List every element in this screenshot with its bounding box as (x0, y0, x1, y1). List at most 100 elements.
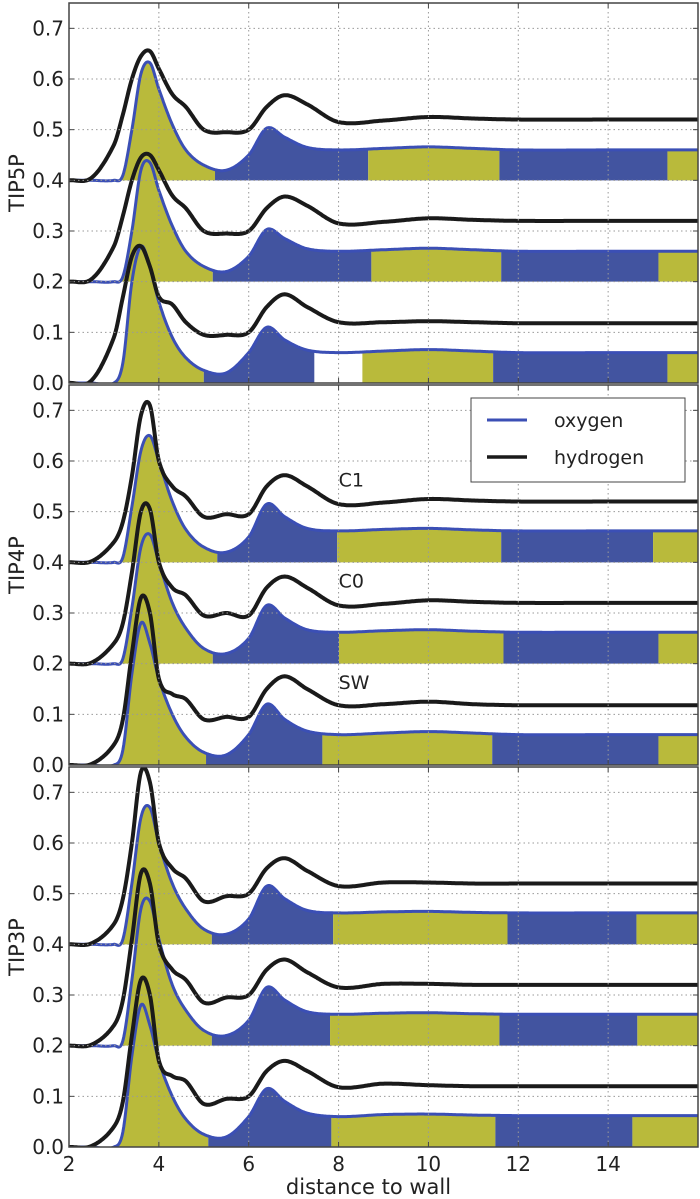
y-tick-label: 0.0 (32, 371, 64, 395)
x-tick-label: 10 (416, 1152, 441, 1176)
x-axis-label: distance to wall (286, 1175, 451, 1199)
oxygen-series-line (69, 804, 698, 947)
y-tick-label: 0.2 (32, 1034, 64, 1058)
fill-segment-yellow (636, 912, 698, 945)
x-tick-label: 4 (152, 1152, 165, 1176)
y-tick-label: 0.6 (32, 449, 64, 473)
axes-frame (68, 384, 699, 766)
y-tick-label: 0.5 (32, 500, 64, 524)
fill-segment-yellow (113, 1004, 209, 1147)
fill-segment-yellow (658, 734, 698, 765)
y-tick-label: 0.5 (32, 118, 64, 142)
plot-area (69, 48, 698, 383)
x-tick-label: 12 (506, 1152, 531, 1176)
y-tick-label: 0.1 (32, 702, 64, 726)
legend-label-hydrogen: hydrogen (554, 447, 644, 469)
y-tick-label: 0.4 (32, 550, 64, 574)
fill-segment-blue (492, 733, 659, 765)
fill-segment-blue (212, 228, 372, 282)
fill-segment-yellow (113, 435, 218, 564)
hydrogen-series-line (69, 867, 698, 1049)
legend: oxygen hydrogen (470, 397, 686, 483)
hydrogen-series-line (69, 593, 698, 765)
x-tick-label: 2 (63, 1152, 76, 1176)
fill-segment-yellow (632, 1115, 698, 1147)
y-tick-label: 0.4 (32, 932, 64, 956)
fill-segment-yellow (333, 911, 508, 945)
fill-segment-blue (507, 912, 637, 945)
oxygen-series-line (69, 60, 698, 183)
hydrogen-series-line (69, 501, 698, 667)
hydrogen-series-line (69, 975, 698, 1147)
y-tick-label: 0.3 (32, 983, 64, 1007)
fill-segment-blue (499, 149, 668, 181)
hydrogen-series-line (69, 48, 698, 183)
fill-segment-blue (501, 250, 659, 282)
hydrogen-series-line (69, 151, 698, 285)
y-tick-label: 0.0 (32, 1135, 64, 1159)
y-tick-label: 0.3 (32, 601, 64, 625)
fill-segment-yellow (330, 1012, 500, 1046)
fill-segment-blue (493, 351, 668, 383)
hydrogen-series-line (69, 243, 698, 383)
fill-segment-yellow (667, 149, 698, 181)
hydrogen-series-line (69, 767, 698, 947)
y-tick-label: 0.3 (32, 219, 64, 243)
y-tick-label: 0.1 (32, 1084, 64, 1108)
fill-segment-blue (499, 1014, 638, 1046)
y-tick-label: 0.0 (32, 753, 64, 777)
axes-frame (68, 766, 699, 1148)
x-tick-label: 14 (595, 1152, 620, 1176)
x-tick-label: 8 (332, 1152, 345, 1176)
oxygen-series-line (69, 532, 698, 666)
fill-segment-blue (217, 503, 338, 563)
fill-segment-yellow (667, 352, 698, 383)
oxygen-series-line (69, 433, 698, 565)
fill-segment-blue (203, 327, 315, 383)
oxygen-series-line (69, 620, 698, 765)
panel-tip3p: 0.0 0.1 0.2 0.3 0.4 0.5 0.6 0.7 TIP3P 2 4 6 8 10 12 14 d… (5, 766, 699, 1199)
fill-segment-blue (503, 632, 659, 664)
fill-segment-yellow (331, 1114, 496, 1147)
y-axis-label: TIP4P (5, 536, 29, 595)
y-tick-label: 0.7 (32, 780, 64, 804)
legend-label-oxygen: oxygen (554, 410, 623, 432)
legend-box (470, 397, 686, 483)
oxygen-series-line (69, 159, 698, 284)
fill-segment-yellow (339, 629, 504, 664)
fill-segment-blue (211, 885, 334, 945)
fill-segment-blue (208, 1088, 332, 1147)
y-tick-label: 0.1 (32, 320, 64, 344)
panel-tip4p: 0.0 0.1 0.2 0.3 0.4 0.5 0.6 0.7 TIP4P C1 C0 SW oxyge… (5, 384, 699, 777)
fill-segment-blue (212, 604, 340, 664)
y-tick-label: 0.5 (32, 882, 64, 906)
y-tick-label: 0.2 (32, 652, 64, 676)
fill-segment-yellow (113, 61, 216, 181)
axes-frame (68, 2, 699, 384)
y-tick-label: 0.6 (32, 67, 64, 91)
y-tick-label: 0.7 (32, 398, 64, 422)
hydrogen-series-line (69, 399, 698, 565)
panel-tip5p: 0.0 0.1 0.2 0.3 0.4 0.5 0.6 0.7 TIP5P (5, 2, 699, 395)
y-tick-label: 0.2 (32, 270, 64, 294)
fill-segment-yellow (658, 251, 698, 282)
fill-segment-blue (211, 986, 331, 1046)
fill-segment-blue (495, 1115, 633, 1147)
x-tick-label: 6 (242, 1152, 255, 1176)
plot-area (69, 767, 698, 1147)
oxygen-series-line (69, 896, 698, 1049)
y-tick-label: 0.7 (32, 16, 64, 40)
fill-segment-yellow (653, 530, 698, 563)
fill-segment-blue (501, 530, 654, 563)
plot-area (69, 399, 698, 765)
fill-segment-yellow (658, 632, 698, 664)
fill-segment-yellow (362, 349, 494, 383)
trace-annotation: C0 (339, 571, 364, 593)
y-tick-label: 0.4 (32, 168, 64, 192)
y-axis-label: TIP3P (5, 918, 29, 977)
trace-annotation: SW (339, 672, 370, 694)
fill-segment-yellow (637, 1014, 698, 1046)
oxygen-series-line (69, 1002, 698, 1147)
fill-segment-blue (215, 127, 369, 181)
